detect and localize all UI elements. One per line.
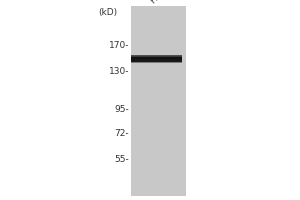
- Bar: [131, 57, 182, 62]
- Text: 55-: 55-: [114, 154, 129, 164]
- Text: 170-: 170-: [109, 40, 129, 49]
- Text: 95-: 95-: [114, 104, 129, 114]
- Text: 72-: 72-: [114, 129, 129, 138]
- Bar: [130, 6, 186, 196]
- Text: HuvEc: HuvEc: [148, 0, 175, 5]
- Text: (kD): (kD): [98, 8, 118, 18]
- Text: 130-: 130-: [109, 66, 129, 75]
